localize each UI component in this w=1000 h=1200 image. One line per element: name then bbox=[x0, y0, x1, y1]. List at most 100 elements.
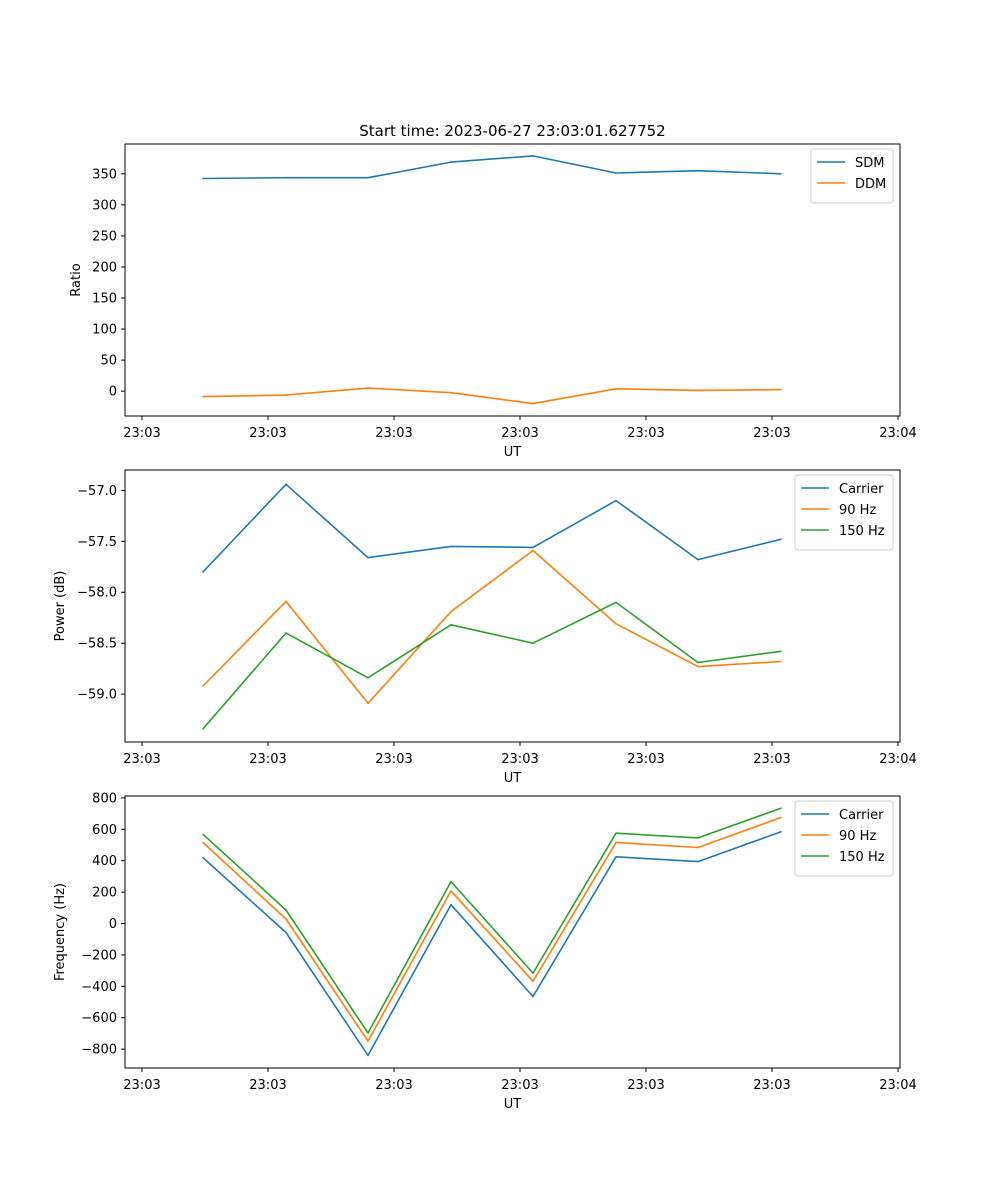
legend-box bbox=[794, 800, 894, 877]
y-tick-label: 0 bbox=[109, 917, 117, 932]
x-tick-label: 23:03 bbox=[627, 752, 664, 767]
data-point bbox=[532, 972, 534, 974]
data-point bbox=[367, 1032, 369, 1034]
y-tick-label: −400 bbox=[81, 980, 117, 995]
y-axis-label: Frequency (Hz) bbox=[53, 883, 68, 981]
data-point bbox=[367, 1040, 369, 1042]
data-point bbox=[780, 388, 782, 391]
legend-box bbox=[794, 474, 894, 551]
data-point bbox=[450, 890, 452, 892]
data-point bbox=[202, 395, 204, 398]
legend: Carrier 90 Hz 150 Hz bbox=[794, 474, 894, 551]
data-point bbox=[367, 387, 369, 389]
data-point bbox=[615, 499, 617, 502]
y-tick-label: −57.5 bbox=[77, 535, 117, 550]
legend-label: 90 Hz bbox=[839, 829, 876, 844]
y-tick-label: 600 bbox=[92, 823, 117, 838]
data-point bbox=[285, 394, 287, 396]
y-tick-label: 50 bbox=[100, 354, 117, 369]
data-point bbox=[202, 841, 204, 844]
data-point bbox=[780, 807, 782, 809]
x-axis-label: UT bbox=[504, 445, 522, 460]
x-axis-label: UT bbox=[504, 771, 522, 786]
data-point bbox=[285, 483, 287, 486]
series-line-ddm bbox=[202, 387, 782, 405]
y-tick-label: −58.5 bbox=[77, 637, 117, 652]
x-tick-label: 23:04 bbox=[879, 1078, 916, 1093]
legend-label: DDM bbox=[855, 177, 886, 192]
data-point bbox=[285, 632, 287, 634]
legend: Carrier 90 Hz 150 Hz bbox=[794, 800, 894, 877]
data-point bbox=[615, 832, 617, 834]
data-point bbox=[285, 918, 287, 920]
x-tick-label: 23:03 bbox=[249, 426, 286, 441]
series-line-150-hz bbox=[202, 601, 782, 730]
data-point bbox=[697, 837, 699, 839]
figure-title: Start time: 2023-06-27 23:03:01.627752 bbox=[359, 122, 665, 140]
x-tick-label: 23:03 bbox=[375, 426, 412, 441]
y-tick-label: 300 bbox=[92, 198, 117, 213]
data-point bbox=[202, 728, 204, 730]
y-tick-label: 800 bbox=[92, 791, 117, 806]
y-tick-label: 0 bbox=[109, 385, 117, 400]
data-point bbox=[615, 841, 617, 844]
data-point bbox=[367, 1054, 369, 1057]
y-tick-label: 400 bbox=[92, 854, 117, 869]
data-point bbox=[615, 388, 617, 390]
panel-2: 23:03 23:03 23:03 23:03 23:03 23:03 23:04 UT −59… bbox=[53, 469, 917, 786]
y-tick-label: 250 bbox=[92, 229, 117, 244]
x-tick-label: 23:04 bbox=[879, 426, 916, 441]
y-tick-label: −200 bbox=[81, 948, 117, 963]
series-line-150-hz bbox=[202, 807, 782, 1034]
y-tick-label: 200 bbox=[92, 886, 117, 901]
data-point bbox=[615, 601, 617, 604]
x-tick-label: 23:03 bbox=[375, 1078, 412, 1093]
x-tick-label: 23:03 bbox=[501, 1078, 538, 1093]
data-point bbox=[697, 169, 699, 172]
data-point bbox=[450, 624, 452, 626]
data-point bbox=[367, 677, 369, 679]
x-tick-label: 23:03 bbox=[249, 752, 286, 767]
data-point bbox=[450, 545, 452, 548]
data-point bbox=[615, 856, 617, 858]
data-point bbox=[450, 880, 452, 883]
data-point bbox=[450, 161, 452, 163]
axes-frame bbox=[124, 795, 901, 1069]
y-tick-label: 100 bbox=[92, 323, 117, 338]
y-axis-label: Ratio bbox=[69, 263, 84, 296]
y-tick-label: 200 bbox=[92, 260, 117, 275]
legend-label: 90 Hz bbox=[839, 503, 876, 518]
data-point bbox=[367, 176, 369, 179]
legend-label: 150 Hz bbox=[839, 524, 885, 539]
legend-label: Carrier bbox=[839, 808, 884, 823]
data-point bbox=[697, 860, 699, 863]
data-point bbox=[615, 623, 617, 625]
data-point bbox=[285, 176, 287, 179]
data-point bbox=[697, 661, 699, 664]
data-point bbox=[285, 909, 287, 911]
data-point bbox=[697, 665, 699, 668]
y-tick-label: −800 bbox=[81, 1043, 117, 1058]
x-tick-label: 23:03 bbox=[627, 1078, 664, 1093]
data-point bbox=[532, 549, 534, 552]
legend-label: 150 Hz bbox=[839, 850, 885, 865]
data-point bbox=[450, 391, 452, 394]
y-tick-label: −57.0 bbox=[77, 484, 117, 499]
y-tick-label: −59.0 bbox=[77, 688, 117, 703]
x-tick-label: 23:03 bbox=[753, 752, 790, 767]
series-line-90-hz bbox=[202, 549, 782, 705]
series-line-carrier bbox=[202, 483, 782, 573]
data-point bbox=[450, 903, 452, 906]
x-axis-label: UT bbox=[504, 1097, 522, 1112]
legend-label: SDM bbox=[855, 156, 884, 171]
data-point bbox=[532, 155, 534, 157]
series-line-carrier bbox=[202, 831, 782, 1057]
x-tick-label: 23:04 bbox=[879, 752, 916, 767]
y-tick-label: 150 bbox=[92, 292, 117, 307]
legend: SDM DDM bbox=[810, 148, 894, 204]
x-tick-label: 23:03 bbox=[375, 752, 412, 767]
x-tick-label: 23:03 bbox=[627, 426, 664, 441]
data-point bbox=[697, 389, 699, 392]
data-point bbox=[697, 846, 699, 849]
data-point bbox=[532, 546, 534, 549]
